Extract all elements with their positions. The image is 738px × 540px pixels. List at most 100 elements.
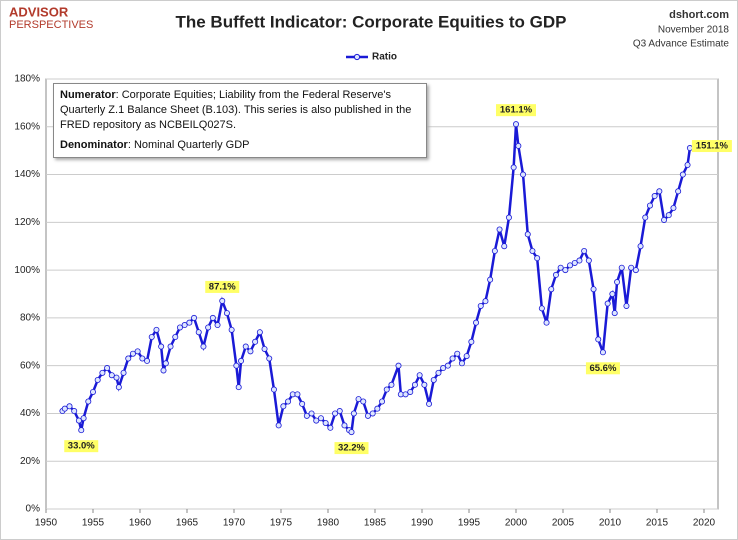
point bbox=[426, 400, 433, 407]
point bbox=[162, 360, 169, 367]
point bbox=[360, 398, 367, 405]
point bbox=[308, 410, 315, 417]
point bbox=[402, 391, 409, 398]
point bbox=[350, 410, 357, 417]
point bbox=[85, 398, 92, 405]
x-tick-label: 1985 bbox=[364, 518, 387, 529]
point bbox=[108, 372, 115, 379]
data-label: 65.6% bbox=[589, 363, 616, 374]
point bbox=[473, 319, 480, 326]
point bbox=[148, 333, 155, 340]
point bbox=[144, 357, 151, 364]
point bbox=[458, 360, 465, 367]
y-tick-label: 160% bbox=[14, 121, 40, 132]
point bbox=[543, 319, 550, 326]
point bbox=[266, 355, 273, 362]
point bbox=[661, 216, 668, 223]
point bbox=[576, 257, 583, 264]
label-bg bbox=[205, 280, 240, 293]
y-tick-label: 60% bbox=[20, 360, 40, 371]
point bbox=[186, 319, 193, 326]
x-tick-label: 1990 bbox=[411, 518, 434, 529]
point bbox=[454, 350, 461, 357]
point bbox=[491, 247, 498, 254]
point bbox=[134, 348, 141, 355]
point bbox=[646, 202, 653, 209]
point bbox=[238, 357, 245, 364]
point bbox=[407, 388, 414, 395]
point bbox=[513, 121, 520, 128]
y-tick-label: 120% bbox=[14, 217, 40, 228]
point bbox=[113, 374, 120, 381]
point bbox=[191, 314, 198, 321]
source-date: November 2018 bbox=[658, 25, 730, 36]
point bbox=[651, 193, 658, 200]
point bbox=[209, 314, 216, 321]
note-text: : Nominal Quarterly GDP bbox=[127, 139, 250, 151]
x-tick-label: 1960 bbox=[129, 518, 152, 529]
x-tick-label: 1965 bbox=[176, 518, 199, 529]
point bbox=[524, 231, 531, 238]
point bbox=[505, 214, 512, 221]
label-bg bbox=[64, 440, 99, 453]
point bbox=[61, 405, 68, 412]
point bbox=[595, 336, 602, 343]
point bbox=[520, 171, 527, 178]
point bbox=[120, 369, 127, 376]
point bbox=[78, 427, 85, 434]
point bbox=[675, 188, 682, 195]
point bbox=[139, 355, 146, 362]
point bbox=[200, 343, 207, 350]
point bbox=[383, 386, 390, 393]
point bbox=[388, 381, 395, 388]
point bbox=[614, 279, 621, 286]
point bbox=[496, 226, 503, 233]
data-label: 33.0% bbox=[68, 441, 95, 452]
point bbox=[252, 338, 259, 345]
point bbox=[482, 298, 489, 305]
x-tick-label: 1955 bbox=[82, 518, 105, 529]
point bbox=[115, 384, 122, 391]
x-tick-label: 2020 bbox=[693, 518, 716, 529]
label-bg bbox=[691, 140, 732, 153]
point bbox=[440, 365, 447, 372]
point bbox=[181, 322, 188, 329]
point bbox=[665, 212, 672, 219]
point bbox=[632, 267, 639, 274]
x-tick-label: 1980 bbox=[317, 518, 340, 529]
point bbox=[80, 415, 87, 422]
source-estimate: Q3 Advance Estimate bbox=[633, 39, 730, 50]
point bbox=[256, 329, 263, 336]
point bbox=[369, 410, 376, 417]
chart-title: The Buffett Indicator: Corporate Equitie… bbox=[175, 12, 566, 31]
point bbox=[313, 417, 320, 424]
x-tick-label: 2010 bbox=[599, 518, 622, 529]
note: Numerator: Corporate Equities; Liability… bbox=[60, 88, 420, 133]
point bbox=[299, 400, 306, 407]
point bbox=[374, 405, 381, 412]
point bbox=[487, 276, 494, 283]
point bbox=[71, 408, 78, 415]
x-tick-label: 1970 bbox=[223, 518, 246, 529]
point bbox=[75, 417, 82, 424]
point bbox=[599, 349, 606, 356]
point bbox=[618, 264, 625, 271]
point bbox=[463, 353, 470, 360]
point bbox=[153, 326, 160, 333]
brand-sub: PERSPECTIVES bbox=[9, 19, 93, 31]
label-bg bbox=[585, 362, 620, 375]
point bbox=[336, 408, 343, 415]
point bbox=[176, 324, 183, 331]
point bbox=[303, 412, 310, 419]
point bbox=[642, 214, 649, 221]
y-tick-label: 140% bbox=[14, 169, 40, 180]
point bbox=[379, 398, 386, 405]
point bbox=[364, 412, 371, 419]
point bbox=[529, 247, 536, 254]
y-tick-label: 80% bbox=[20, 313, 40, 324]
point bbox=[686, 145, 693, 152]
point bbox=[477, 302, 484, 309]
point bbox=[637, 243, 644, 250]
point bbox=[449, 355, 456, 362]
